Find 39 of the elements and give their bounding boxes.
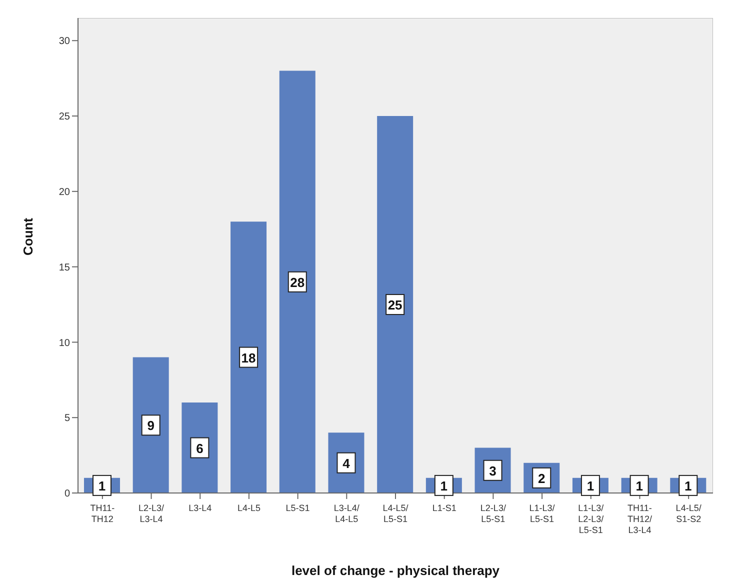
data-label: 1	[636, 478, 643, 494]
data-label: 2	[538, 470, 546, 486]
data-label: 9	[147, 418, 154, 434]
data-label: 1	[684, 478, 692, 494]
data-label: 28	[290, 274, 305, 290]
x-axis-title: level of change - physical therapy	[291, 563, 500, 578]
x-tick-label: L4-L5/ S1-S2	[676, 503, 702, 524]
y-tick-label: 25	[58, 112, 70, 123]
y-tick-label: 30	[58, 36, 70, 48]
data-label: 18	[241, 350, 256, 366]
y-tick-label: 20	[58, 186, 70, 198]
x-tick-label: L3-L4	[188, 503, 212, 513]
y-tick-label: 5	[64, 413, 70, 424]
data-label: 6	[196, 440, 204, 456]
x-tick-label: L4-L5/ L5-S1	[382, 503, 409, 524]
bar	[230, 222, 267, 493]
x-tick-label: L2-L3/ L5-S1	[480, 503, 506, 524]
data-label: 4	[342, 456, 351, 471]
data-label: 3	[489, 463, 496, 478]
data-label: 25	[388, 298, 402, 313]
x-tick-label: L1-L3/ L5-S1	[529, 503, 556, 524]
y-axis-title: Count	[20, 217, 36, 256]
x-tick-label: TH11- TH12	[90, 503, 115, 524]
bar	[377, 116, 414, 493]
y-tick-label: 10	[58, 338, 70, 349]
data-label: 1	[586, 478, 594, 494]
bar	[279, 70, 316, 493]
bar	[132, 357, 169, 493]
x-tick-label: L4-L5	[237, 503, 260, 513]
data-label: 1	[440, 478, 448, 494]
x-tick-label: L5-S1	[286, 503, 310, 513]
y-tick-label: 0	[64, 488, 70, 500]
x-tick-label: L1-S1	[432, 503, 456, 513]
data-label: 1	[98, 478, 106, 494]
y-tick-label: 15	[58, 262, 70, 274]
x-tick-label: L1-L3/ L2-L3/ L5-S1	[578, 503, 604, 535]
x-tick-label: TH11- TH12/ L3-L4	[627, 503, 652, 535]
x-tick-label: L2-L3/ L3-L4	[138, 503, 165, 524]
x-tick-label: L3-L4/ L4-L5	[334, 503, 360, 524]
